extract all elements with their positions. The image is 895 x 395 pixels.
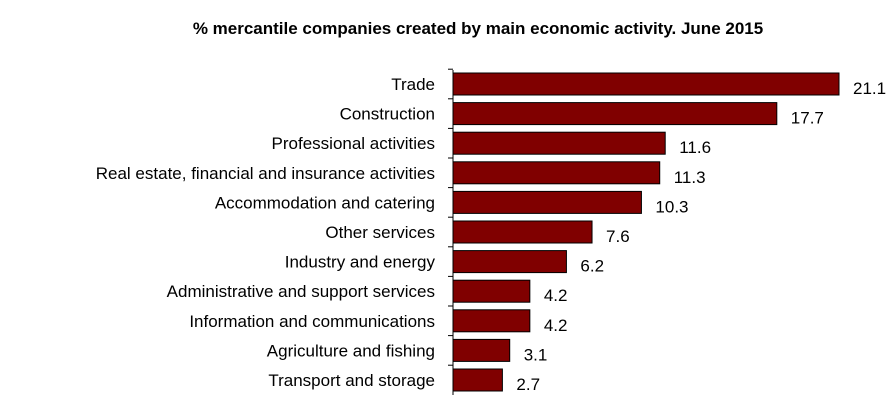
bar-2 (452, 131, 666, 155)
value-label-9: 3.1 (524, 345, 548, 364)
value-label-4: 10.3 (655, 197, 688, 216)
category-label-0: Trade (391, 75, 435, 94)
bar-1 (452, 102, 778, 126)
bar-10 (452, 368, 503, 392)
value-label-0: 21.1 (853, 79, 886, 98)
bar-7 (452, 279, 531, 303)
value-label-5: 7.6 (606, 227, 630, 246)
category-label-3: Real estate, financial and insurance act… (96, 164, 435, 183)
category-label-2: Professional activities (272, 134, 435, 153)
value-label-6: 6.2 (580, 257, 604, 276)
category-label-6: Industry and energy (285, 253, 436, 272)
category-label-1: Construction (340, 105, 435, 124)
bars-group: Trade 21.1 Construction 17.7 Professional ac… (96, 68, 886, 394)
category-label-9: Agriculture and fishing (267, 341, 435, 360)
bar-6 (452, 250, 567, 274)
value-label-8: 4.2 (544, 316, 568, 335)
bar-4 (452, 190, 642, 214)
value-label-1: 17.7 (791, 109, 824, 128)
category-label-7: Administrative and support services (167, 282, 435, 301)
category-label-8: Information and communications (189, 312, 435, 331)
chart-title: % mercantile companies created by main e… (193, 19, 763, 38)
bar-3 (452, 161, 661, 185)
bar-0 (452, 72, 840, 96)
category-label-4: Accommodation and catering (215, 193, 435, 212)
category-label-10: Transport and storage (268, 371, 435, 390)
category-label-5: Other services (325, 223, 435, 242)
value-label-10: 2.7 (516, 375, 540, 394)
value-label-7: 4.2 (544, 286, 568, 305)
bar-9 (452, 338, 511, 362)
bar-5 (452, 220, 593, 244)
value-label-3: 11.3 (674, 168, 706, 187)
bar-8 (452, 309, 531, 333)
value-label-2: 11.6 (679, 138, 711, 157)
